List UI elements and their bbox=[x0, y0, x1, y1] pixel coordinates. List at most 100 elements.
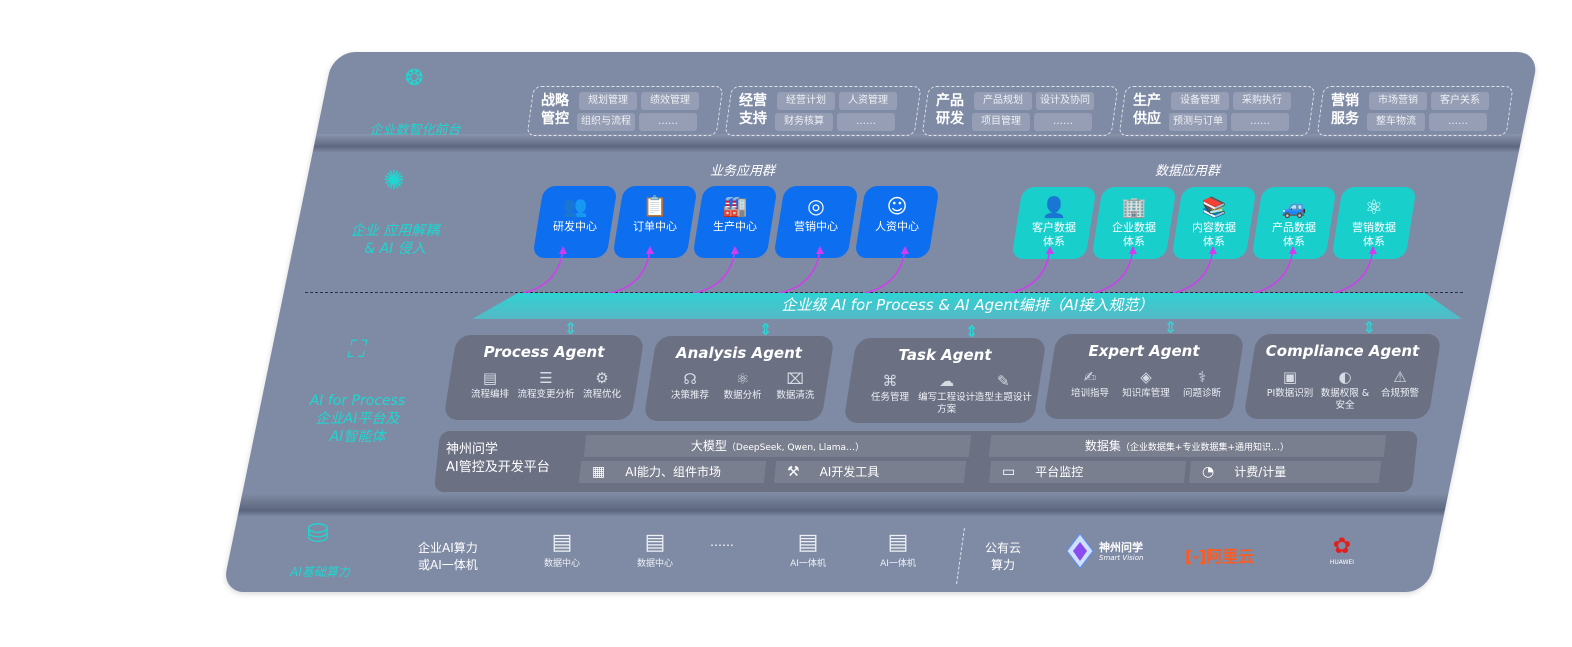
capability-label: 编写工程设计方案 bbox=[918, 392, 976, 415]
server-icon: ▤ bbox=[797, 530, 819, 555]
agent-capability[interactable]: ⚠ 合规预警 bbox=[1368, 368, 1432, 400]
business_apps-card[interactable]: 👥 研发中心 bbox=[532, 186, 618, 258]
public-cloud-label: 公有云 算力 bbox=[985, 540, 1021, 574]
server-label: AI一体机 bbox=[880, 559, 916, 569]
agent-card[interactable]: Expert Agent ✍ 培训指导 ◈ 知识库管理 ⚕ 问题诊断 bbox=[1043, 334, 1245, 419]
agent-capability[interactable]: ✍ 培训指导 bbox=[1058, 368, 1122, 400]
agent-capability[interactable]: ⚕ 问题诊断 bbox=[1170, 368, 1234, 400]
agent-card[interactable]: Task Agent ⌘ 任务管理 ☁ 编写工程设计方案 ✎ 造型主题设计 bbox=[843, 338, 1047, 423]
business_apps-card[interactable]: ☺ 人资中心 bbox=[854, 186, 940, 258]
platform-cell-label: AI能力、组件市场 bbox=[625, 465, 721, 479]
agent-capability[interactable]: ◐ 数据权限 & 安全 bbox=[1313, 368, 1377, 412]
list-icon: ☰ bbox=[539, 369, 553, 387]
data-apps-title: 数据应用群 bbox=[1155, 164, 1221, 179]
enterprise-compute-label: 企业AI算力 或AI一体机 bbox=[418, 540, 478, 574]
agent-capability[interactable]: ⚙ 流程优化 bbox=[570, 369, 634, 401]
huawei-name: HUAWEI bbox=[1329, 559, 1355, 566]
capability-label: 培训指导 bbox=[1070, 388, 1109, 399]
layers-icon: ◈ bbox=[1140, 368, 1152, 386]
agent-capability[interactable]: ◈ 知识库管理 bbox=[1114, 368, 1178, 400]
business_apps-card[interactable]: ◎ 营销中心 bbox=[773, 186, 859, 258]
data_apps-card[interactable]: 🚙 产品数据 体系 bbox=[1251, 187, 1337, 259]
head-icon: ☊ bbox=[683, 370, 697, 388]
agent-card[interactable]: Compliance Agent ▣ PI数据识别 ◐ 数据权限 & 安全 ⚠ 合规预警 bbox=[1243, 334, 1442, 419]
arrow-head-icon bbox=[1369, 246, 1377, 254]
aliyun-bracket-icon: [-] bbox=[1185, 547, 1207, 566]
arrow-head-icon bbox=[559, 246, 567, 254]
layer-label-front: 企业数智化前台 bbox=[369, 123, 461, 138]
face-scan-icon: ⛶ bbox=[347, 335, 364, 363]
connector-arrow bbox=[779, 249, 821, 294]
business_apps-card[interactable]: 🏭 生产中心 bbox=[692, 186, 778, 258]
agent-capability[interactable]: ▤ 流程编排 bbox=[458, 369, 522, 401]
agent-capability[interactable]: ✎ 造型主题设计 bbox=[971, 372, 1035, 404]
label-line: 或AI一体机 bbox=[418, 558, 478, 572]
agent-card[interactable]: Analysis Agent ☊ 决策推荐 ⚛ 数据分析 ⌧ 数据清洗 bbox=[643, 336, 835, 421]
atom-icon: ⚛ bbox=[1365, 195, 1383, 219]
capability-label: 数据权限 & 安全 bbox=[1320, 388, 1370, 411]
capability-label: 流程优化 bbox=[582, 389, 621, 400]
agent-title: Expert Agent bbox=[1088, 342, 1200, 360]
agent-capability[interactable]: ⚛ 数据分析 bbox=[711, 370, 775, 402]
atom-icon: ⚛ bbox=[735, 370, 750, 388]
platform-cell[interactable]: ▦ AI能力、组件市场 bbox=[578, 461, 767, 483]
building-icon: 🏢 bbox=[1121, 195, 1147, 219]
agent-capability[interactable]: ⌧ 数据清洗 bbox=[763, 370, 827, 402]
agent-capability[interactable]: ▣ PI数据识别 bbox=[1258, 368, 1322, 400]
orchestration-band bbox=[472, 293, 1462, 319]
lock-icon: ◐ bbox=[1338, 368, 1352, 386]
clean-icon: ⌧ bbox=[786, 370, 804, 388]
platform-cell[interactable]: ⚒ AI开发工具 bbox=[773, 461, 967, 483]
chart-icon: ▤ bbox=[482, 369, 498, 387]
platform-cell[interactable]: ▭ 平台监控 bbox=[988, 461, 1187, 483]
llm-cell: 大模型（DeepSeek, Qwen, Llama…） bbox=[583, 435, 972, 457]
card-label: 人资中心 bbox=[875, 220, 919, 233]
capability-label: 造型主题设计 bbox=[974, 392, 1032, 403]
clipboard-icon: 📋 bbox=[642, 194, 668, 218]
arrow-head-icon bbox=[731, 246, 739, 254]
agent-card[interactable]: Process Agent ▤ 流程编排 ☰ 流程变更分析 ⚙ 流程优化 bbox=[443, 335, 645, 420]
agent-title: Task Agent bbox=[898, 346, 992, 364]
data_apps-card[interactable]: ⚛ 营销数据 体系 bbox=[1331, 187, 1417, 259]
platform-cell-content: ▦ AI能力、组件市场 bbox=[580, 461, 765, 483]
layer-label-line: & AI 侵入 bbox=[364, 241, 426, 257]
agent-capability[interactable]: ⌘ 任务管理 bbox=[858, 372, 922, 404]
agent-capability[interactable]: ☊ 决策推荐 bbox=[658, 370, 722, 402]
data_apps-card[interactable]: 🏢 企业数据 体系 bbox=[1091, 187, 1177, 259]
label-line: 算力 bbox=[991, 558, 1016, 572]
llm-label: 大模型 bbox=[690, 439, 727, 453]
connector-arrow bbox=[1092, 249, 1134, 294]
platform-cell[interactable]: ◔ 计费/计量 bbox=[1188, 461, 1382, 483]
person-icon: ☺ bbox=[886, 194, 908, 218]
data_apps-card[interactable]: 👤 客户数据 体系 bbox=[1011, 187, 1097, 259]
agent-title: Process Agent bbox=[483, 343, 605, 361]
diamond-icon bbox=[1066, 533, 1094, 569]
orchestration-label: 企业级 AI for Process & AI Agent编排（AI接入规范） bbox=[781, 296, 1154, 314]
platform-cell-label: AI开发工具 bbox=[819, 465, 880, 479]
bidirectional-arrow-icon: ⇕ bbox=[1362, 318, 1376, 337]
connector-arrow bbox=[1172, 249, 1214, 294]
card-label: 客户数据 体系 bbox=[1032, 221, 1076, 248]
server-label: 数据中心 bbox=[636, 559, 673, 569]
agent-capability[interactable]: ☁ 编写工程设计方案 bbox=[915, 372, 979, 416]
capability-label: 合规预警 bbox=[1380, 388, 1419, 399]
agent-title: Compliance Agent bbox=[1265, 342, 1420, 360]
capability-label: 流程编排 bbox=[470, 389, 509, 400]
layer-label-line: AI for Process bbox=[309, 393, 406, 409]
business_apps-card[interactable]: 📋 订单中心 bbox=[612, 186, 698, 258]
card-label: 生产中心 bbox=[713, 220, 757, 233]
card-label: 订单中心 bbox=[633, 220, 677, 233]
agent-capability[interactable]: ☰ 流程变更分析 bbox=[514, 369, 578, 401]
server-icon: ▤ bbox=[644, 530, 666, 555]
server: ▤ AI一体机 bbox=[778, 530, 838, 569]
data_apps-card[interactable]: 📚 内容数据 体系 bbox=[1171, 187, 1257, 259]
capability-label: 决策推荐 bbox=[670, 390, 709, 401]
server-icon: ▤ bbox=[551, 530, 573, 555]
card-label: 产品数据 体系 bbox=[1272, 221, 1316, 248]
dataset-cell: 数据集（企业数据集+专业数据集+通用知识…） bbox=[988, 435, 1387, 457]
llm-note: （DeepSeek, Qwen, Llama…） bbox=[726, 443, 864, 453]
teacher-icon: ✍ bbox=[1083, 368, 1097, 386]
huawei-logo: ✿ HUAWEI bbox=[1322, 535, 1362, 567]
gauge-icon: ◔ bbox=[1202, 464, 1215, 480]
